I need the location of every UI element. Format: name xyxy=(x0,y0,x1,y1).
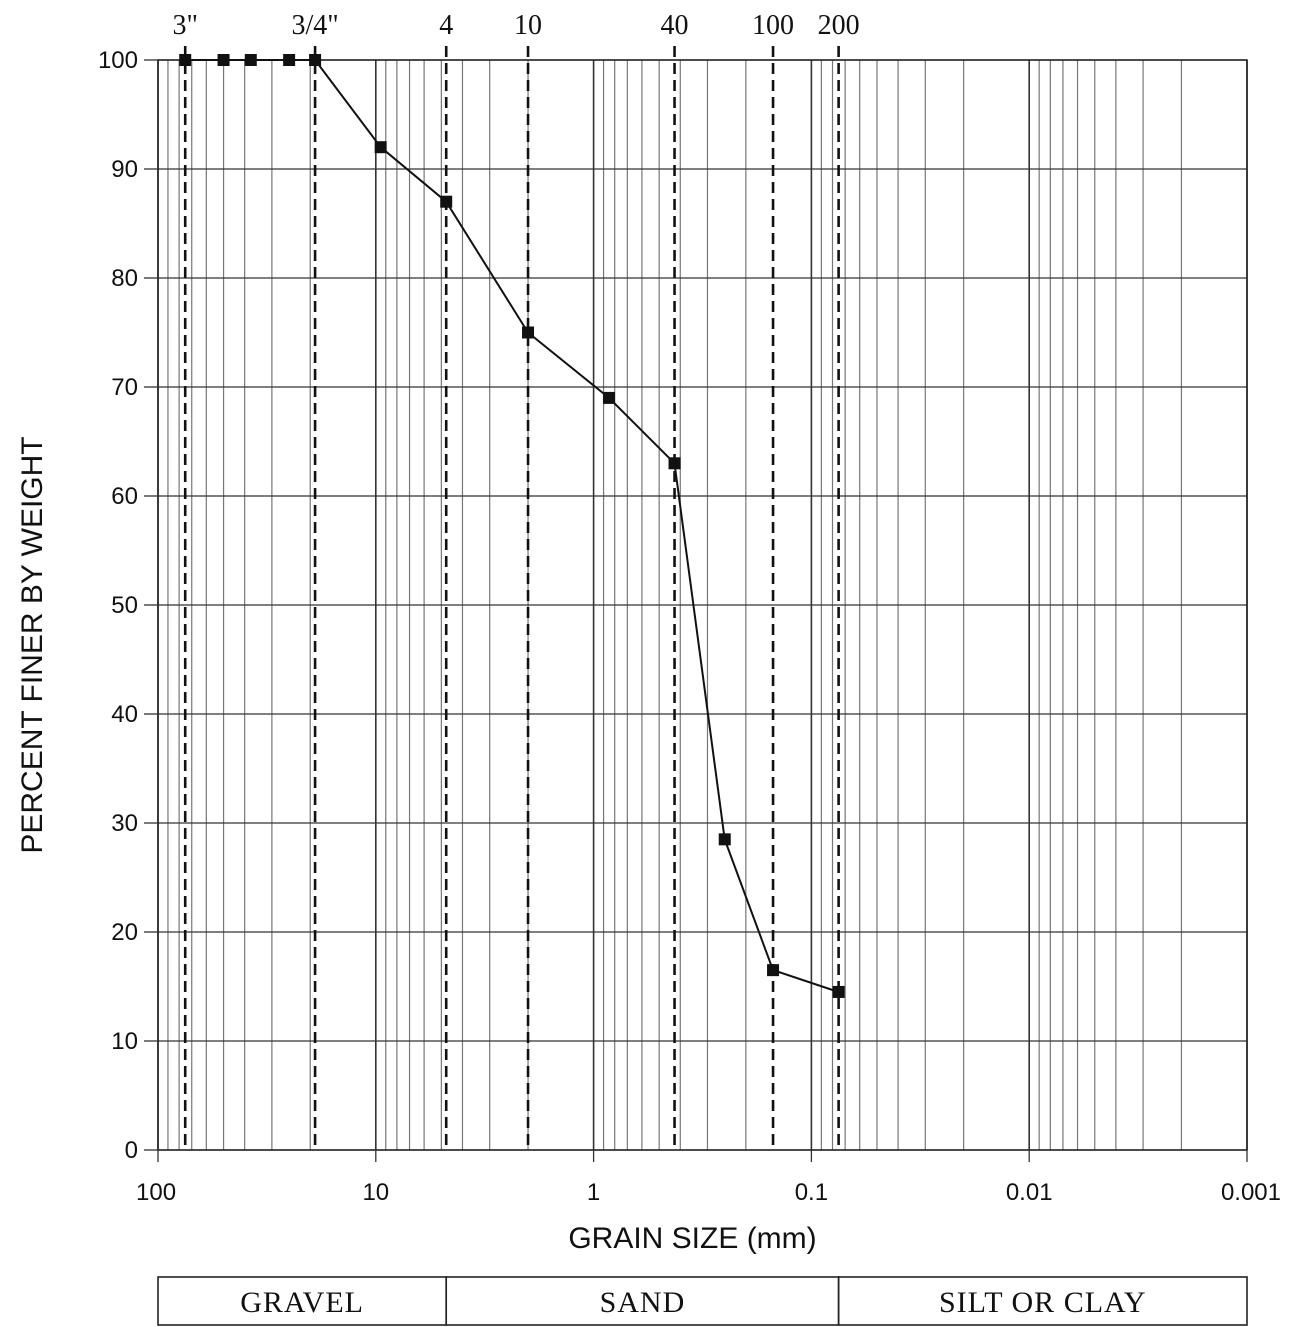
sieve-label: 200 xyxy=(818,10,860,41)
data-point xyxy=(440,195,453,208)
data-point xyxy=(309,54,322,66)
sieve-label: 3/4" xyxy=(291,10,338,41)
data-point xyxy=(718,833,731,846)
y-tick-label: 20 xyxy=(111,919,138,946)
sieve-lines xyxy=(183,46,840,1150)
data-point xyxy=(522,326,535,339)
sieve-label: 10 xyxy=(514,10,542,41)
zone-label: GRAVEL xyxy=(240,1286,364,1319)
zone-label: SAND xyxy=(600,1286,686,1319)
y-tick-label: 40 xyxy=(111,701,138,728)
y-tick-label: 70 xyxy=(111,374,138,401)
data-series xyxy=(179,54,845,998)
x-tick-labels: 100 10 1 0.1 0.01 0.001 xyxy=(136,1150,1281,1206)
y-tick-label: 10 xyxy=(111,1028,138,1055)
x-tick-label: 0.001 xyxy=(1221,1179,1281,1206)
data-point xyxy=(179,54,192,66)
x-axis-label: GRAIN SIZE (mm) xyxy=(568,1222,816,1255)
y-tick-label: 60 xyxy=(111,483,138,510)
y-tick-label: 30 xyxy=(111,810,138,837)
sieve-labels: 3" 3/4" 4 10 40 100 200 xyxy=(172,10,859,41)
data-point xyxy=(668,457,681,470)
zone-box xyxy=(837,1276,1248,1326)
sieve-label: 4 xyxy=(439,10,453,41)
series-line xyxy=(185,59,839,993)
y-tick-labels: 0 10 20 30 40 50 60 70 80 90 100 xyxy=(98,47,158,1164)
sieve-label: 100 xyxy=(752,10,794,41)
sieve-label: 3" xyxy=(172,10,197,41)
x-tick-label: 10 xyxy=(362,1179,389,1206)
y-tick-label: 90 xyxy=(111,156,138,183)
data-point xyxy=(602,391,615,404)
data-point xyxy=(283,54,296,66)
y-tick-label: 0 xyxy=(125,1137,138,1164)
x-tick-label: 0.01 xyxy=(1006,1179,1053,1206)
soil-classification-bar: GRAVEL SAND SILT OR CLAY xyxy=(157,1276,1248,1326)
y-tick-label: 100 xyxy=(98,47,138,74)
y-tick-label: 80 xyxy=(111,265,138,292)
x-tick-label: 0.1 xyxy=(795,1179,828,1206)
x-tick-label: 100 xyxy=(136,1179,176,1206)
data-point xyxy=(832,985,845,998)
data-point xyxy=(767,964,780,977)
data-point xyxy=(374,141,387,154)
y-tick-label: 50 xyxy=(111,592,138,619)
x-tick-label: 1 xyxy=(587,1179,600,1206)
y-axis-label: PERCENT FINER BY WEIGHT xyxy=(16,436,49,853)
zone-label: SILT OR CLAY xyxy=(939,1286,1147,1319)
data-point xyxy=(244,54,257,66)
major-gridlines xyxy=(157,59,1248,1151)
data-point xyxy=(217,54,230,66)
sieve-label: 40 xyxy=(661,10,689,41)
